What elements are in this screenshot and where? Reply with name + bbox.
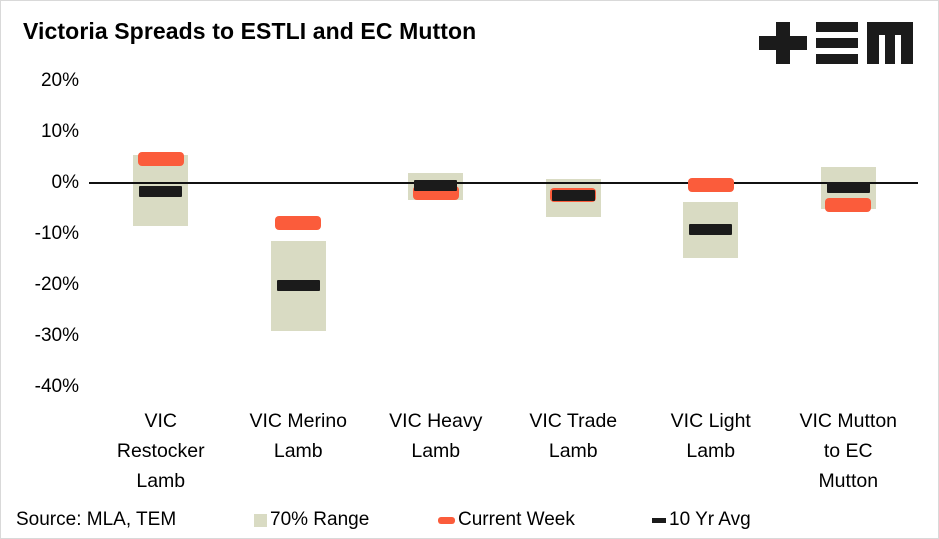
x-category-label: VIC Heavy Lamb xyxy=(389,410,483,462)
legend-item-ten_yr_avg: 10 Yr Avg xyxy=(652,509,751,531)
logo-plus-glyph xyxy=(759,22,807,64)
plot-area xyxy=(89,61,918,407)
legend-label: 10 Yr Avg xyxy=(669,509,751,530)
legend-label: 70% Range xyxy=(270,509,370,530)
x-category-label: VIC Mutton to EC Mutton xyxy=(799,410,898,492)
legend-ten_yr_avg-swatch-icon xyxy=(652,517,666,523)
y-tick-label: -20% xyxy=(34,273,79,295)
x-category-label: VIC Restocker Lamb xyxy=(116,410,205,492)
y-tick-label: -30% xyxy=(34,324,79,346)
logo-m-glyph xyxy=(867,22,913,64)
current-week-marker xyxy=(137,151,184,166)
y-tick-label: 0% xyxy=(51,172,79,194)
y-tick-label: -40% xyxy=(34,375,79,397)
x-category-label: VIC Light Lamb xyxy=(670,410,751,462)
zero-axis-line xyxy=(89,181,918,185)
tem-logo-icon xyxy=(759,22,913,64)
logo-triple-bar-glyph xyxy=(816,22,858,64)
ten-yr-avg-marker xyxy=(276,279,320,291)
legend-label: Current Week xyxy=(458,509,575,530)
x-category-label: VIC Trade Lamb xyxy=(529,410,618,462)
ten-yr-avg-marker xyxy=(689,224,733,236)
ten-yr-avg-marker xyxy=(826,182,870,194)
ten-yr-avg-marker xyxy=(414,180,458,192)
ten-yr-avg-marker xyxy=(551,190,595,202)
y-tick-label: -10% xyxy=(34,223,79,244)
source-text: Source: MLA, TEM xyxy=(16,509,177,530)
legend-range-swatch-icon xyxy=(254,513,267,527)
x-axis-labels: VIC Restocker Lamb VIC Merino Lamb VIC Heavy L… xyxy=(92,406,917,496)
legend-item-current_week: Current Week xyxy=(438,509,575,531)
legend-current_week-swatch-icon xyxy=(438,516,455,524)
legend-item-range: 70% Range xyxy=(254,509,369,531)
y-axis: 20% 10% 0% -10% -20% -30% -40% xyxy=(1,61,79,407)
ten-yr-avg-marker xyxy=(139,186,183,198)
y-tick-label: 10% xyxy=(40,121,79,143)
x-category-label: VIC Merino Lamb xyxy=(249,410,348,462)
y-tick-label: 20% xyxy=(40,70,79,92)
current-week-marker xyxy=(825,197,872,212)
current-week-marker xyxy=(687,177,734,192)
current-week-marker xyxy=(275,216,322,231)
chart-title: Victoria Spreads to ESTLI and EC Mutton xyxy=(23,18,477,44)
